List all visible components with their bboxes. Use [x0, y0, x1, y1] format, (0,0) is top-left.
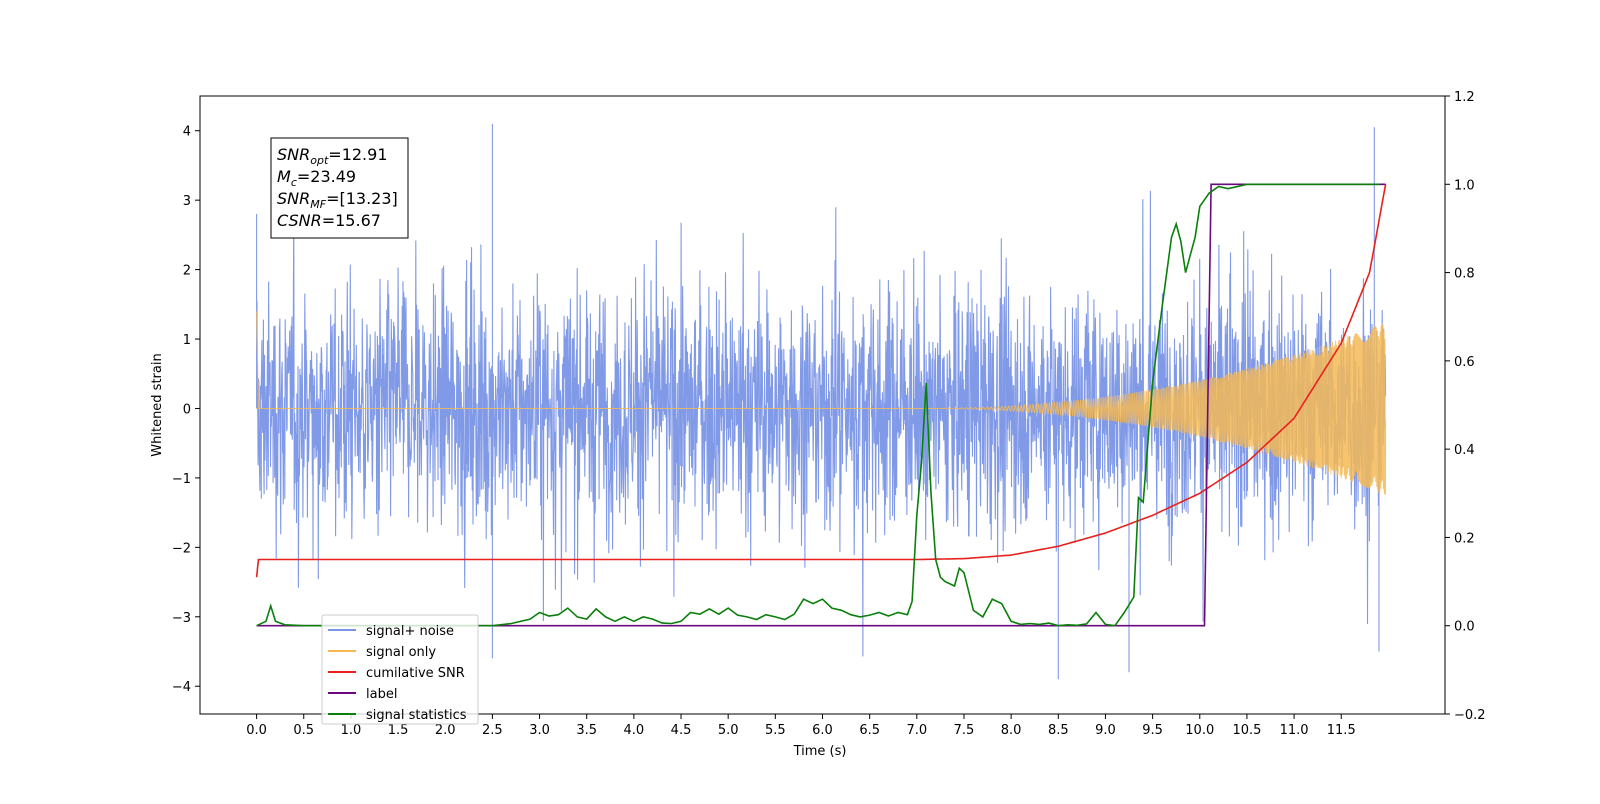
- x-tick-label: 7.5: [954, 723, 975, 738]
- legend-frame: [321, 614, 479, 725]
- x-tick-label: 6.5: [859, 723, 880, 738]
- legend-label: signal+ noise: [366, 624, 454, 639]
- y2-tick-label: 0.8: [1454, 267, 1475, 282]
- y2-tick-label: 0.0: [1454, 620, 1475, 635]
- x-axis: 0.0 0.5 1.0 1.5 2.0 2.5 3.0 3.5 4.0 4.5 5.0 5.5 6.0 6…: [246, 714, 1356, 738]
- legend-label: cumilative SNR: [366, 666, 465, 681]
- annotation-box: SNRopt=12.91Mc=23.49SNRMF=[13.23]CSNR=15…: [270, 137, 409, 239]
- y-tick-label: 1: [183, 333, 191, 348]
- y-tick-label: 4: [183, 125, 191, 140]
- x-tick-label: 9.5: [1142, 723, 1163, 738]
- y2-tick-label: 0.4: [1454, 443, 1475, 458]
- y-tick-label: −1: [172, 472, 191, 487]
- x-tick-label: 1.0: [341, 723, 362, 738]
- x-tick-label: 2.5: [482, 723, 503, 738]
- x-tick-label: 10.0: [1185, 723, 1214, 738]
- y-axis-left: −4 −3 −2 −1 0 1 2 3 4: [172, 125, 200, 695]
- x-tick-label: 4.5: [671, 723, 692, 738]
- y-tick-label: −3: [172, 611, 191, 626]
- x-tick-label: 5.0: [718, 723, 739, 738]
- x-tick-label: 8.0: [1001, 723, 1022, 738]
- annotation-line: Mc=23.49: [277, 167, 356, 189]
- annotation-line: SNRMF=[13.23]: [277, 189, 398, 211]
- y2-tick-label: 1.0: [1454, 178, 1475, 193]
- y2-tick-label: 1.2: [1454, 90, 1475, 105]
- legend-label: signal only: [366, 645, 436, 660]
- x-tick-label: 3.0: [529, 723, 550, 738]
- y-tick-label: 0: [183, 402, 191, 417]
- y2-tick-label: 0.6: [1454, 355, 1475, 370]
- x-axis-label: Time (s): [793, 744, 847, 759]
- x-tick-label: 3.5: [576, 723, 597, 738]
- series-signal-statistics: [256, 183, 1379, 627]
- x-tick-label: 11.5: [1327, 723, 1356, 738]
- x-tick-label: 11.0: [1280, 723, 1309, 738]
- annotation-frame: [270, 137, 409, 239]
- y2-tick-label: 0.2: [1454, 531, 1475, 546]
- y-tick-label: 2: [183, 264, 191, 279]
- x-tick-label: 8.5: [1048, 723, 1069, 738]
- x-tick-label: 0.0: [246, 723, 267, 738]
- y-tick-label: 3: [183, 194, 191, 209]
- y-axis-right: −0.2 0.0 0.2 0.4 0.6 0.8 1.0 1.2: [1445, 90, 1486, 723]
- annotation-line: CSNR=15.67: [277, 211, 381, 230]
- x-tick-label: 7.0: [906, 723, 927, 738]
- series-cumulative-snr: [255, 184, 1387, 578]
- y-axis-label: Whitened strain: [150, 353, 165, 456]
- series-layer: [255, 123, 1387, 680]
- x-tick-label: 5.5: [765, 723, 786, 738]
- x-tick-label: 0.5: [293, 723, 314, 738]
- x-tick-label: 1.5: [388, 723, 409, 738]
- x-tick-label: 6.0: [812, 723, 833, 738]
- legend-label: signal statistics: [366, 708, 467, 723]
- annotation-line: SNRopt=12.91: [277, 145, 388, 167]
- legend: signal+ noise signal only cumilative SNR la…: [321, 614, 479, 725]
- legend-label: label: [366, 687, 397, 702]
- y-tick-label: −2: [172, 541, 191, 556]
- series-signal-only: [256, 311, 1387, 495]
- y-tick-label: −4: [172, 680, 191, 695]
- y2-tick-label: −0.2: [1454, 708, 1486, 723]
- x-tick-label: 9.0: [1095, 723, 1116, 738]
- series-signal-noise: [256, 123, 1387, 680]
- x-tick-label: 10.5: [1232, 723, 1261, 738]
- x-tick-label: 4.0: [624, 723, 645, 738]
- x-tick-label: 2.0: [435, 723, 456, 738]
